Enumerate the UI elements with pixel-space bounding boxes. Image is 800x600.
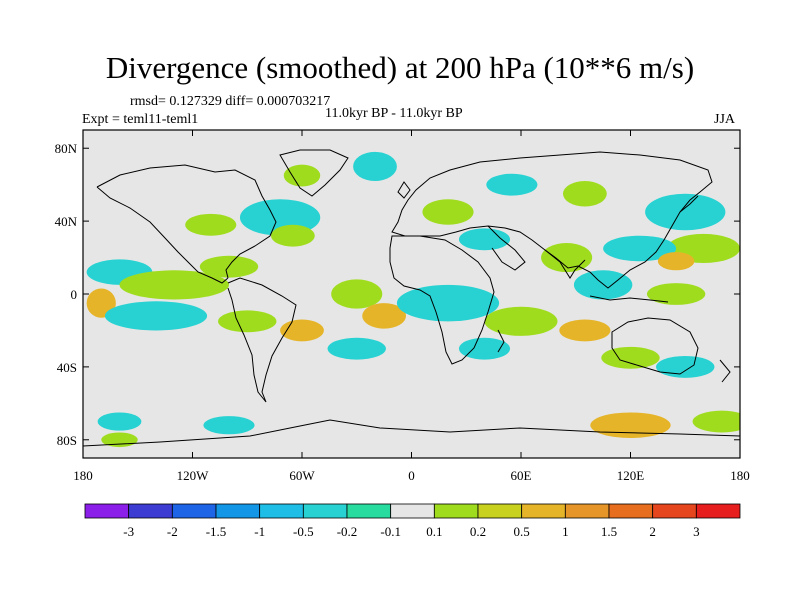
field-blob-teal bbox=[603, 235, 677, 262]
season-label: JJA bbox=[714, 112, 736, 127]
y-tick-label: 80S bbox=[57, 433, 77, 448]
field-blob-green bbox=[270, 224, 315, 247]
colorbar-label: 0.1 bbox=[426, 524, 442, 539]
colorbar-label: -0.2 bbox=[337, 524, 358, 539]
stats-line: rmsd= 0.127329 diff= 0.000703217 bbox=[130, 94, 331, 109]
field-blob-green bbox=[119, 270, 229, 300]
colorbar-label: 0.5 bbox=[514, 524, 530, 539]
field-blob-green bbox=[422, 199, 474, 225]
colorbar-swatch bbox=[652, 503, 697, 519]
field-blob-green bbox=[331, 279, 383, 309]
coast-antarctica bbox=[83, 419, 740, 447]
y-tick-label: 40S bbox=[57, 360, 77, 375]
field-blob-green bbox=[562, 181, 607, 207]
coast-arabia bbox=[487, 225, 526, 271]
field-blob-orange bbox=[657, 252, 695, 271]
colorbar-swatch bbox=[215, 503, 261, 519]
coast-europe-asia bbox=[391, 151, 713, 289]
field-blob-green bbox=[185, 213, 237, 236]
colorbar-swatch bbox=[346, 503, 392, 519]
field-blob-green bbox=[541, 242, 593, 273]
map-axes: 180 120W 60W 0 60E 120E 180 80N 40N 0 40S 80S bbox=[55, 130, 750, 483]
divergence-field bbox=[86, 151, 740, 448]
field-blob-teal bbox=[327, 337, 386, 360]
colorbar-label: -1.5 bbox=[206, 524, 227, 539]
colorbar-label: 0.2 bbox=[470, 524, 486, 539]
colorbar-label: 2 bbox=[649, 524, 656, 539]
y-tick-label: 0 bbox=[71, 287, 78, 302]
colorbar-label: 1.5 bbox=[601, 524, 617, 539]
field-blob-teal bbox=[458, 337, 511, 360]
field-blob-orange bbox=[559, 319, 611, 342]
field-blob-teal bbox=[573, 270, 633, 300]
field-blob-teal bbox=[656, 355, 715, 378]
field-blob-teal bbox=[486, 173, 538, 196]
colorbar-swatch bbox=[564, 503, 610, 519]
coast-japan bbox=[679, 195, 699, 213]
x-tick-label: 60E bbox=[511, 468, 532, 483]
coastlines bbox=[83, 149, 740, 447]
x-tick-label: 180 bbox=[730, 468, 750, 483]
field-blob-teal bbox=[645, 193, 726, 231]
field-blob-teal bbox=[203, 416, 255, 435]
colorbar-swatch bbox=[128, 503, 173, 519]
field-blob-green bbox=[601, 346, 660, 369]
colorbar-swatch bbox=[521, 503, 566, 519]
coast-uk bbox=[397, 181, 411, 199]
colorbar-label: 3 bbox=[693, 524, 700, 539]
colorbar-label: -0.5 bbox=[293, 524, 314, 539]
x-tick-label: 60W bbox=[289, 468, 315, 483]
colorbar-label: -1 bbox=[254, 524, 265, 539]
y-tick-label: 40N bbox=[55, 214, 78, 229]
coast-africa bbox=[389, 235, 495, 365]
colorbar-label: -0.1 bbox=[380, 524, 401, 539]
colorbar-swatch bbox=[477, 503, 523, 519]
coast-new-zealand bbox=[719, 359, 731, 383]
experiment-label: Expt = teml11-teml1 bbox=[82, 112, 199, 127]
x-tick-label: 0 bbox=[408, 468, 415, 483]
field-blob-green bbox=[218, 310, 277, 333]
field-blob-green bbox=[692, 410, 740, 433]
coast-north-america bbox=[96, 164, 277, 279]
field-blob-teal bbox=[353, 151, 397, 182]
coast-madagascar bbox=[497, 329, 505, 353]
colorbar-swatch bbox=[302, 503, 348, 519]
colorbar-label: -2 bbox=[167, 524, 178, 539]
field-blob-green bbox=[283, 164, 321, 187]
field-blob-green bbox=[484, 306, 558, 336]
colorbar-swatch bbox=[608, 503, 654, 519]
coast-australia bbox=[611, 317, 699, 375]
colorbar-swatch bbox=[259, 503, 304, 519]
field-blob-orange bbox=[590, 412, 671, 438]
x-tick-label: 180 bbox=[73, 468, 93, 483]
coast-india bbox=[544, 249, 586, 279]
coast-greenland bbox=[279, 149, 349, 197]
colorbar-label: 1 bbox=[562, 524, 569, 539]
field-blob-teal bbox=[97, 412, 142, 431]
y-tick-label: 80N bbox=[55, 141, 78, 156]
period-label: 11.0kyr BP - 11.0kyr BP bbox=[325, 106, 463, 121]
x-tick-label: 120W bbox=[177, 468, 210, 483]
field-blob-green bbox=[646, 283, 706, 305]
colorbar-swatch bbox=[695, 503, 741, 519]
field-blob-teal bbox=[104, 301, 208, 331]
page-title: Divergence (smoothed) at 200 hPa (10**6 … bbox=[105, 50, 695, 85]
colorbar-swatch bbox=[433, 503, 479, 519]
field-blob-orange bbox=[362, 303, 407, 329]
field-blob-teal bbox=[458, 228, 511, 251]
colorbar-label: -3 bbox=[123, 524, 134, 539]
colorbar-swatch bbox=[84, 503, 130, 519]
field-blob-orange bbox=[280, 319, 324, 342]
x-tick-label: 120E bbox=[617, 468, 645, 483]
coast-north-america-west bbox=[96, 186, 229, 284]
colorbar-swatch bbox=[390, 503, 435, 519]
field-blob-orange bbox=[86, 288, 116, 318]
coast-indonesia bbox=[589, 295, 669, 303]
colorbar-swatch bbox=[171, 503, 217, 519]
coast-south-america bbox=[227, 277, 297, 403]
field-blob-teal bbox=[396, 284, 500, 322]
colorbar: -3 -2 -1.5 -1 -0.5 -0.2 -0.1 0.1 0.2 0.5 1 1.5 2 3 bbox=[84, 503, 741, 539]
